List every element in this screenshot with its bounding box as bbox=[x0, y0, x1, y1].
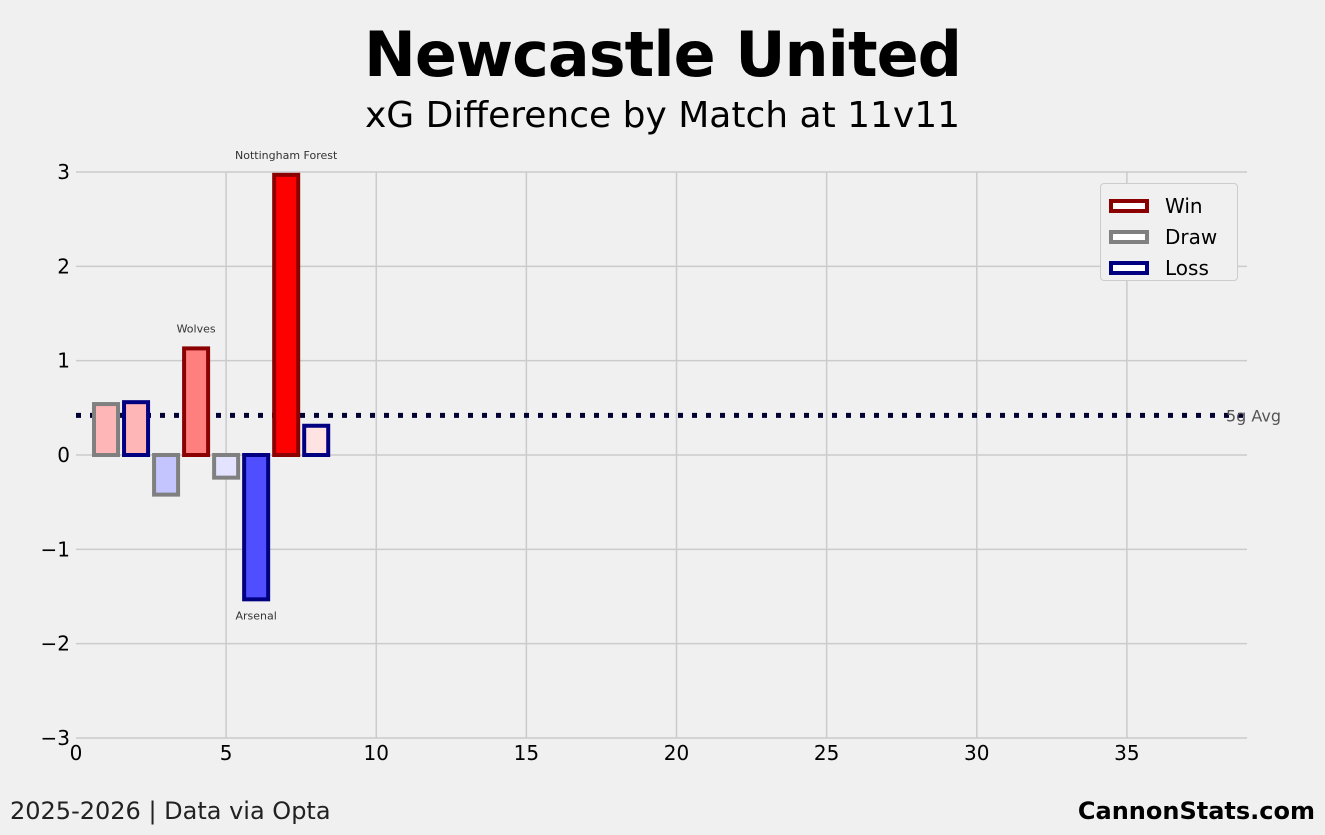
legend-swatch-loss bbox=[1109, 260, 1149, 275]
x-tick-label: 20 bbox=[664, 741, 689, 765]
legend-item-draw: Draw bbox=[1109, 221, 1237, 252]
x-tick-label: 0 bbox=[70, 741, 83, 765]
x-tick-label: 35 bbox=[1114, 741, 1139, 765]
bar-match-4 bbox=[182, 346, 211, 457]
y-tick-label: 0 bbox=[57, 443, 70, 467]
legend: Win Draw Loss bbox=[1100, 183, 1238, 281]
x-tick-label: 10 bbox=[364, 741, 389, 765]
bar-match-1 bbox=[92, 402, 121, 457]
chart-subtitle: xG Difference by Match at 11v11 bbox=[364, 95, 961, 136]
y-tick-label: 1 bbox=[57, 349, 70, 373]
legend-label-draw: Draw bbox=[1165, 224, 1218, 249]
footer-brand: CannonStats.com bbox=[1077, 797, 1315, 825]
legend-label-win: Win bbox=[1165, 193, 1203, 218]
bar-annotation: Arsenal bbox=[235, 609, 276, 622]
x-tick-label: 25 bbox=[814, 741, 839, 765]
chart-title: Newcastle United bbox=[363, 18, 962, 91]
x-tick-label: 30 bbox=[964, 741, 989, 765]
bar-match-6 bbox=[242, 453, 271, 602]
bar-annotation: Wolves bbox=[177, 322, 216, 335]
bar-annotation: Nottingham Forest bbox=[235, 149, 338, 162]
bars bbox=[92, 172, 331, 602]
legend-swatch-draw bbox=[1109, 229, 1149, 244]
legend-swatch-win bbox=[1109, 198, 1149, 213]
y-tick-label: 2 bbox=[57, 254, 70, 278]
bar-match-3 bbox=[152, 453, 181, 497]
grid bbox=[76, 171, 1247, 739]
legend-label-loss: Loss bbox=[1165, 255, 1209, 280]
average-label: 5g Avg bbox=[1226, 406, 1281, 425]
y-tick-label: 3 bbox=[57, 160, 70, 184]
x-tick-label: 15 bbox=[514, 741, 539, 765]
tick-labels: 0 5 10 15 20 25 30 35 −3 −2 −1 0 1 2 3 bbox=[41, 160, 1140, 765]
y-tick-label: −3 bbox=[41, 726, 70, 750]
average-line-group: 5g Avg bbox=[76, 406, 1281, 425]
y-tick-label: −1 bbox=[41, 537, 70, 561]
bar-labels: Wolves Arsenal Nottingham Forest bbox=[177, 149, 338, 623]
bar-match-5 bbox=[212, 453, 241, 480]
bar-match-7 bbox=[272, 172, 301, 458]
legend-item-win: Win bbox=[1109, 190, 1237, 221]
bar-match-8 bbox=[302, 423, 331, 457]
footer-source: 2025-2026 | Data via Opta bbox=[10, 797, 331, 825]
y-tick-label: −2 bbox=[41, 632, 70, 656]
bar-match-2 bbox=[122, 400, 151, 458]
x-tick-label: 5 bbox=[220, 741, 233, 765]
legend-item-loss: Loss bbox=[1109, 252, 1237, 283]
